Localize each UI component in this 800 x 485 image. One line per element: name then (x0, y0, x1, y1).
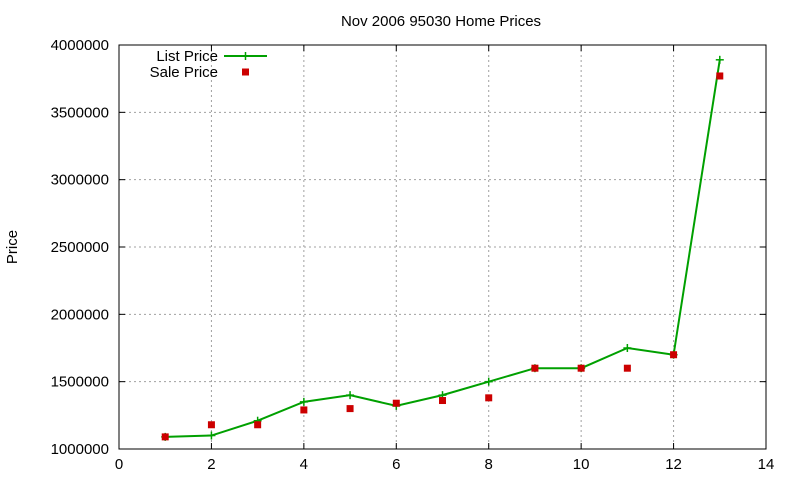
data-point (715, 55, 724, 64)
legend-label: Sale Price (150, 64, 218, 81)
y-tick-label: 1000000 (51, 441, 109, 458)
x-tick-label: 14 (758, 456, 775, 473)
y-tick-label: 1500000 (51, 374, 109, 391)
x-tick-label: 8 (485, 456, 493, 473)
chart-title: Nov 2006 95030 Home Prices (341, 13, 541, 30)
legend-entry: List Price (156, 48, 267, 65)
y-tick-label: 3000000 (51, 172, 109, 189)
y-tick-label: 3500000 (51, 104, 109, 121)
data-point (300, 406, 308, 414)
x-tick-label: 10 (573, 456, 590, 473)
data-point (485, 394, 493, 402)
x-tick-label: 12 (665, 456, 682, 473)
data-point (299, 397, 308, 406)
data-point (439, 397, 446, 405)
y-tick-label: 2000000 (51, 306, 109, 323)
series-list-price (161, 55, 724, 441)
tick-labels: 0 2 4 6 8 10 12 14 1000000 1500000 2000000 2500000 3… (51, 37, 775, 473)
y-tick-label: 4000000 (51, 37, 109, 54)
data-point (346, 391, 355, 400)
plot-frame (118, 44, 767, 450)
legend-entry: Sale Price (150, 64, 249, 81)
x-tick-label: 2 (207, 456, 215, 473)
series-sale-price (161, 72, 724, 441)
x-tick-label: 4 (300, 456, 308, 473)
data-point (207, 431, 216, 440)
y-axis-label: Price (4, 230, 21, 264)
series-line (165, 59, 721, 438)
data-point (254, 421, 262, 429)
grid (119, 45, 766, 449)
data-point (623, 364, 631, 372)
x-tick-label: 6 (392, 456, 400, 473)
data-point (623, 344, 632, 352)
data-point (484, 377, 493, 386)
data-point (207, 421, 215, 429)
legend-marker (241, 52, 250, 60)
data-point (716, 72, 724, 80)
y-tick-label: 2500000 (51, 239, 109, 256)
data-point (577, 364, 585, 372)
data-point (670, 351, 678, 359)
plot-border (118, 44, 767, 450)
x-tick-label: 0 (115, 456, 123, 473)
series-layer (161, 55, 724, 441)
legend-label: List Price (156, 48, 218, 65)
data-point (346, 405, 354, 413)
data-point (161, 433, 169, 441)
data-point (392, 399, 400, 407)
data-point (531, 364, 539, 372)
legend-marker (242, 68, 249, 76)
